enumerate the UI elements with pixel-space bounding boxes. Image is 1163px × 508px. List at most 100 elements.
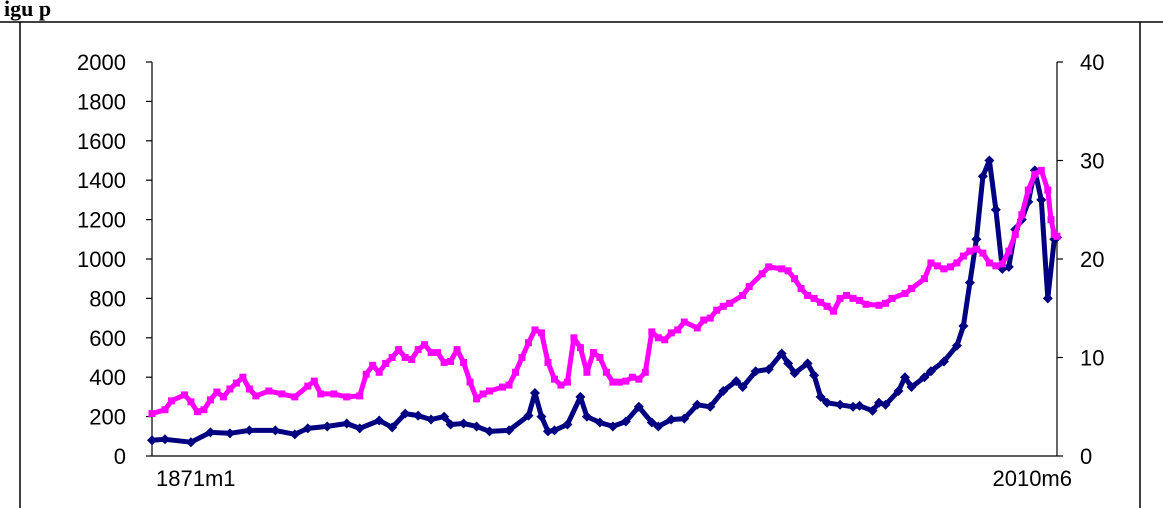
series-2-point (576, 344, 584, 352)
series-1-point (789, 368, 800, 379)
series-1-point (413, 410, 424, 421)
x-axis-ticks: 1871m1 2010m6 (156, 466, 1072, 491)
series-1-point (809, 370, 820, 381)
series-2-point (369, 361, 377, 369)
left-tick-label: 1200 (77, 208, 126, 233)
series-1-point (977, 171, 988, 182)
series-1-point (815, 391, 826, 402)
series-1-point (731, 376, 742, 387)
series-2-point (823, 302, 831, 310)
series-1-point (906, 382, 917, 393)
series-2-point (765, 263, 773, 271)
series-1-point (244, 425, 255, 436)
series-2-point (408, 355, 416, 363)
series-2-point (927, 259, 935, 267)
series-1-point (848, 401, 859, 412)
series-1-point (439, 411, 450, 422)
series-1-point (270, 425, 281, 436)
series-1-point (302, 423, 313, 434)
series-1-point (737, 382, 748, 393)
left-axis-ticks: 0 200 400 600 800 1000 1200 1400 1600 1800 2000 (77, 50, 152, 469)
series-2-point (693, 324, 701, 332)
series-1-point (893, 385, 904, 396)
series-2-point (362, 370, 370, 378)
left-tick-label: 2000 (77, 50, 126, 75)
series-2-point (421, 341, 429, 349)
series-2-point (979, 249, 987, 257)
series-1-point (854, 400, 865, 411)
series-2-point (232, 379, 240, 387)
series-1-point (679, 413, 690, 424)
series-2-point (1047, 216, 1055, 224)
series-2-point (726, 299, 734, 307)
series-2-point (784, 267, 792, 275)
series-2-point (395, 346, 403, 354)
series-2-point (499, 383, 507, 391)
series-2-point (849, 294, 857, 302)
series-1-point (1036, 194, 1047, 205)
series-2-point (206, 396, 214, 404)
series-2-point (674, 326, 682, 334)
series-2-point (609, 378, 617, 386)
series-2-point (648, 328, 656, 336)
series-1-point (990, 204, 1001, 215)
series-2-point (537, 329, 545, 337)
series-2-point (888, 294, 896, 302)
series-2-point (278, 390, 286, 398)
series-2-point (550, 375, 558, 383)
left-tick-label: 1400 (77, 168, 126, 193)
series-1-point (776, 348, 787, 359)
series-2-point (920, 275, 928, 283)
series-2-point (946, 263, 954, 271)
series-1-point (594, 417, 605, 428)
series-2-point (966, 247, 974, 255)
series-1-point (802, 358, 813, 369)
left-tick-label: 400 (89, 365, 126, 390)
series-2-point (830, 307, 838, 315)
right-axis-ticks: 0 10 20 30 40 (1057, 50, 1104, 469)
series-2-point (1005, 247, 1013, 255)
x-tick-label: 1871m1 (156, 466, 236, 491)
series-2-point (479, 390, 487, 398)
series-2-point (959, 252, 967, 260)
series-2-point (907, 285, 915, 293)
figure-title-fragment: igu p (4, 0, 51, 21)
series-2-point (680, 318, 688, 326)
series-1-point (484, 426, 495, 437)
series-2-point (453, 346, 461, 354)
series-2-point (596, 354, 604, 361)
series-2-point (589, 349, 597, 357)
series-2-point (440, 358, 448, 366)
series-2-point (706, 314, 714, 322)
series-1-point (1003, 261, 1014, 272)
series-1-point (426, 414, 437, 425)
series-2-point (375, 368, 383, 376)
series-2-point (836, 294, 844, 302)
series-2-point (570, 334, 578, 342)
series-2-point (466, 378, 474, 386)
series-2-point (901, 289, 909, 297)
series-1-point (289, 429, 300, 440)
series-2-point (661, 336, 669, 344)
series-2-point (148, 410, 156, 418)
series-2-point (1024, 186, 1032, 194)
series-2-point (745, 283, 753, 291)
series-1-point (523, 410, 534, 421)
series-1-point (899, 372, 910, 383)
series-2-point (940, 265, 948, 273)
series-2-point (1031, 170, 1039, 178)
series-2-point (330, 390, 338, 398)
series-2-point (810, 294, 818, 302)
series-1-point (783, 358, 794, 369)
series-2-point (700, 316, 708, 324)
series-2-point (291, 393, 299, 401)
series-2-point (427, 349, 435, 357)
series-2-point (265, 387, 273, 395)
series-2-point (518, 354, 526, 361)
series-2-point (791, 275, 799, 283)
series-2-point (628, 373, 636, 381)
series-1-point (692, 399, 703, 410)
series-2-point (447, 357, 455, 365)
series-2-point (304, 382, 312, 390)
